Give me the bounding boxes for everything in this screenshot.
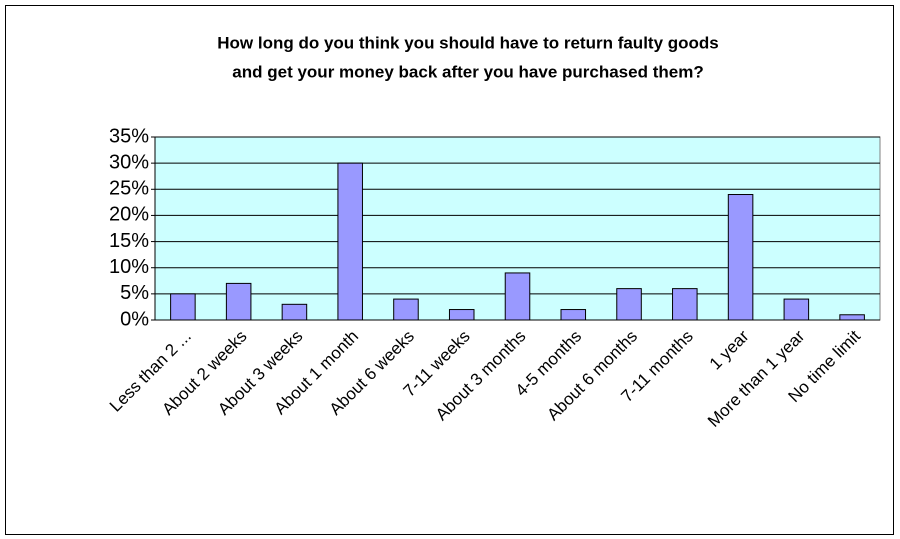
chart-title: and get your money back after you have p… [232,62,703,81]
y-tick-label: 5% [120,282,149,304]
bar [225,282,252,321]
bar [672,288,698,321]
y-tick-label: 25% [109,178,149,200]
bar [839,314,865,321]
bar [170,293,196,321]
y-tick-label: 35% [109,125,149,147]
bar [504,272,531,321]
bar [560,309,587,321]
bar [783,298,810,321]
bar [337,162,363,321]
bar [393,298,419,321]
y-tick-label: 20% [109,204,149,226]
y-tick-label: 0% [120,308,149,330]
y-tick-label: 10% [109,256,149,278]
bar [448,309,475,321]
y-tick-label: 30% [109,151,149,173]
bar [281,303,308,321]
chart-title: How long do you think you should have to… [217,33,719,52]
y-tick-label: 15% [109,230,149,252]
bar [727,194,754,321]
bar [616,288,642,321]
